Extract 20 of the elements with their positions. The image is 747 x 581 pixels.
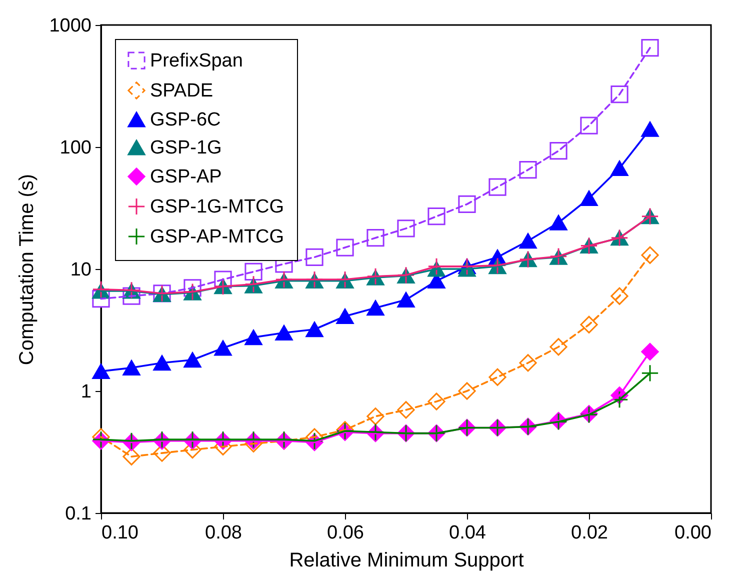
y-tick-label: 100 xyxy=(60,138,92,158)
x-tick-label: 0.04 xyxy=(449,522,486,544)
legend-label: GSP-1G xyxy=(150,138,222,158)
y-tick-label: 10 xyxy=(70,260,92,280)
x-tick-label: 0.08 xyxy=(205,522,242,544)
x-tick-label: 0.10 xyxy=(102,522,138,544)
legend-label: PrefixSpan xyxy=(150,50,243,72)
x-tick-label: 0.02 xyxy=(571,522,608,544)
x-tick-label: 0.06 xyxy=(327,522,364,544)
legend-label: GSP-1G-MTCG xyxy=(150,196,284,218)
legend-label: GSP-AP-MTCG xyxy=(150,226,284,248)
x-axis-title: Relative Minimum Support xyxy=(289,550,524,572)
legend-label: SPADE xyxy=(150,80,214,102)
x-tick-label: 0.00 xyxy=(674,522,712,544)
legend-label: GSP-AP xyxy=(150,166,222,188)
y-tick-label: 1000 xyxy=(49,16,92,36)
legend-label: GSP-6C xyxy=(150,110,221,130)
y-axis-title: Computation Time (s) xyxy=(16,174,38,366)
y-tick-label: 0.1 xyxy=(65,504,92,524)
y-tick-label: 1 xyxy=(80,382,92,402)
